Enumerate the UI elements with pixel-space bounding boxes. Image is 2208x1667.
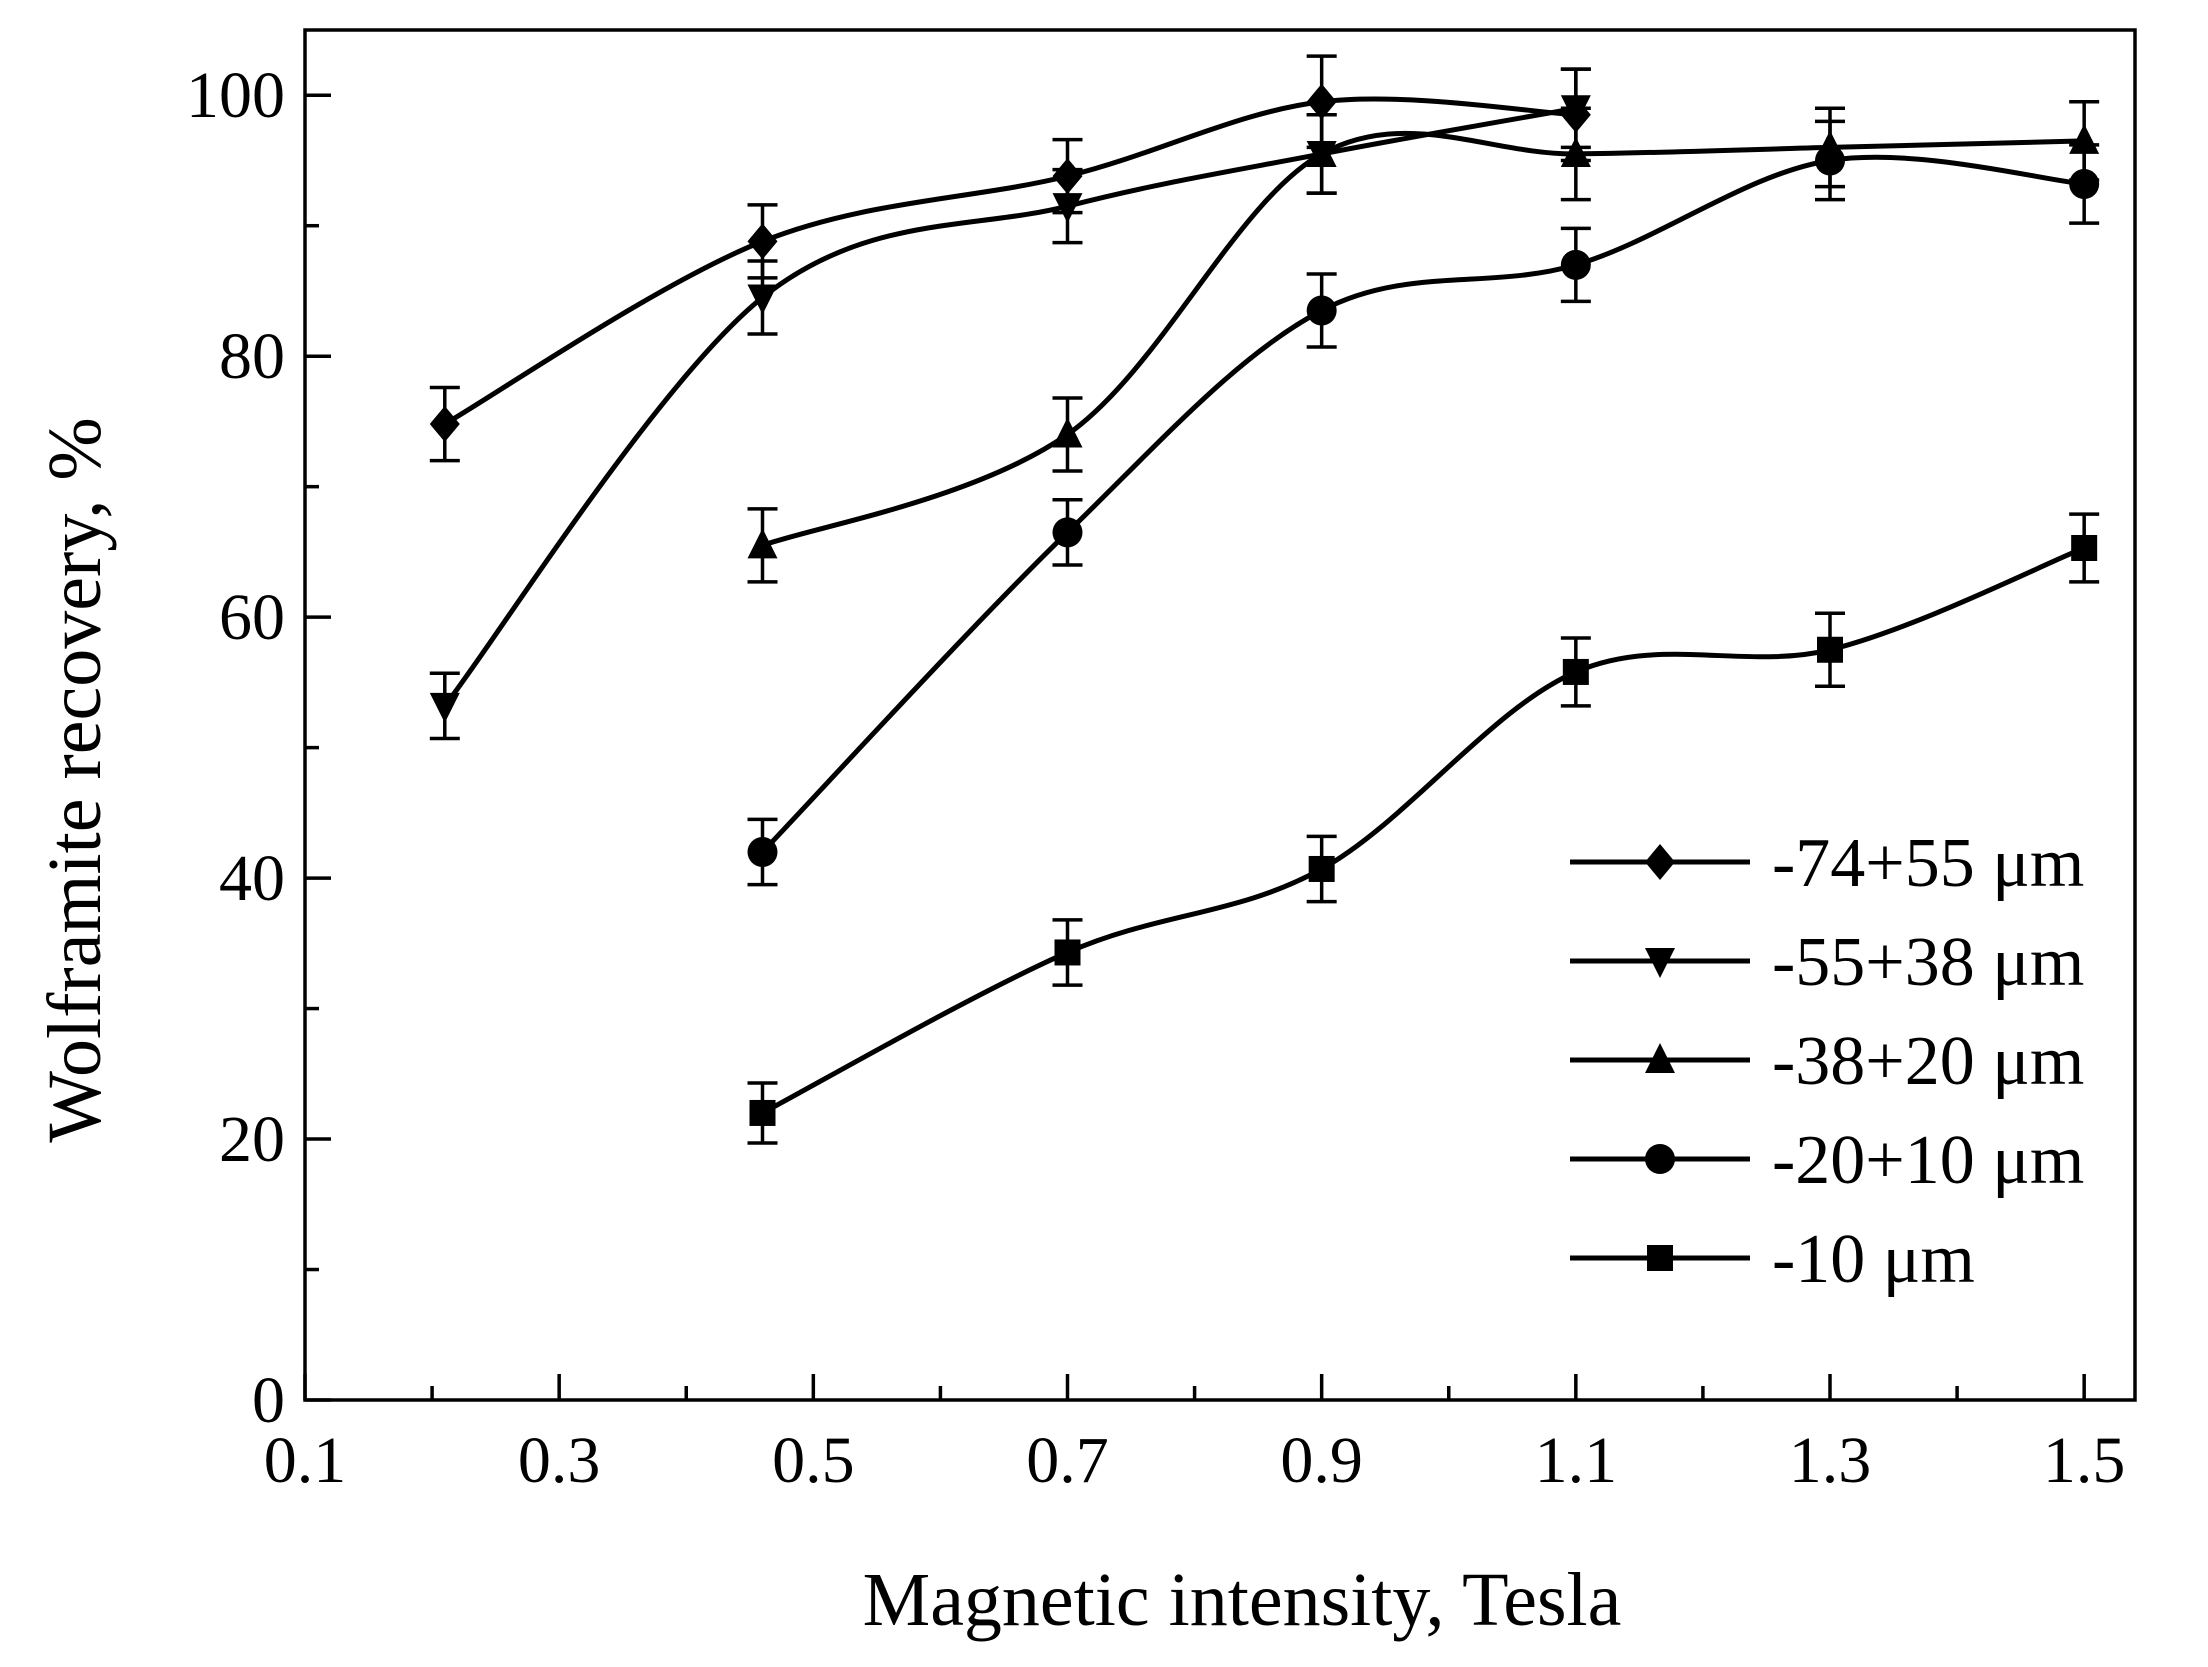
data-point	[2071, 534, 2098, 561]
data-point	[1306, 136, 1337, 167]
data-point	[1054, 939, 1081, 966]
data-point	[1052, 193, 1083, 224]
data-point	[429, 406, 460, 443]
x-tick-label: 0.5	[772, 1424, 855, 1497]
legend-label: -74+55 μm	[1772, 825, 2084, 902]
y-tick-label: 0	[252, 1364, 285, 1437]
series-line	[442, 105, 1577, 708]
data-point	[1562, 658, 1589, 685]
y-tick-label: 20	[219, 1103, 285, 1176]
series-line	[761, 130, 2085, 548]
x-tick-label: 0.9	[1280, 1424, 1363, 1497]
data-point	[1560, 249, 1591, 280]
data-point	[1052, 517, 1083, 548]
legend-marker	[1645, 1144, 1675, 1174]
y-tick-label: 100	[186, 59, 285, 132]
data-point	[747, 284, 778, 315]
legend-label: -55+38 μm	[1772, 924, 2084, 1001]
series-line	[443, 96, 1576, 427]
legend-item: -10 μm	[1570, 1221, 1975, 1298]
series-triangle-down	[429, 67, 1591, 741]
data-point	[429, 692, 460, 723]
legend-marker	[1647, 1245, 1673, 1271]
data-point	[1306, 295, 1337, 326]
data-point	[749, 1099, 776, 1126]
legend-item: -20+10 μm	[1570, 1122, 2084, 1199]
x-tick-label: 1.3	[1789, 1424, 1872, 1497]
x-tick-label: 0.3	[518, 1424, 601, 1497]
series-triangle-up	[747, 100, 2100, 584]
legend: -74+55 μm -55+38 μm -38+20 μm -20+10 μm -10 …	[1570, 825, 2084, 1298]
legend-label: -10 μm	[1772, 1221, 1975, 1298]
x-axis-title: Magnetic intensity, Tesla	[863, 1558, 1622, 1642]
legend-item: -74+55 μm	[1570, 825, 2084, 902]
x-tick-label: 0.1	[264, 1424, 347, 1497]
series-diamond	[429, 54, 1591, 463]
data-point	[747, 837, 778, 867]
y-axis-title: Wolframite recovery, %	[33, 417, 117, 1142]
plot-frame	[303, 28, 2137, 1402]
data-point	[2069, 168, 2100, 199]
data-point	[747, 223, 778, 260]
series-circle	[747, 119, 2100, 887]
legend-item: -55+38 μm	[1570, 924, 2084, 1001]
data-point	[1815, 145, 1845, 176]
legend-label: -20+10 μm	[1772, 1122, 2084, 1199]
series-line	[761, 545, 2086, 1116]
axes: 0.1 0.3 0.5 0.7 0.9 1.1 1.3 1.5 0 20 40 60 80 100	[186, 28, 2137, 1497]
y-tick-label: 40	[219, 842, 285, 915]
data-point	[1308, 855, 1335, 882]
legend-marker	[1645, 948, 1675, 978]
data-point	[1052, 417, 1083, 448]
data-point	[1560, 136, 1591, 167]
y-tick-label: 80	[219, 320, 285, 393]
series-line	[760, 154, 2085, 854]
data-point	[747, 528, 778, 559]
legend-marker	[1645, 844, 1675, 880]
data-point	[1306, 83, 1337, 120]
x-tick-label: 1.5	[2043, 1424, 2126, 1497]
legend-label: -38+20 μm	[1772, 1023, 2084, 1100]
legend-item: -38+20 μm	[1570, 1023, 2084, 1100]
legend-marker	[1645, 1043, 1675, 1073]
data-point	[1817, 636, 1843, 663]
series-layer	[429, 54, 2100, 1145]
x-tick-label: 1.1	[1535, 1424, 1618, 1497]
y-tick-label: 60	[219, 581, 285, 654]
x-tick-label: 0.7	[1026, 1424, 1109, 1497]
series-square	[747, 512, 2100, 1145]
